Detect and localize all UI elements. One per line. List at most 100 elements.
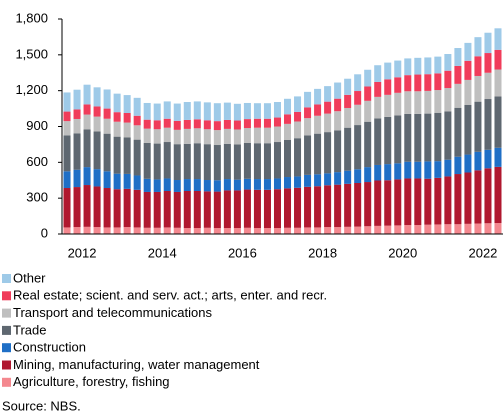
bar-segment [344, 183, 352, 227]
legend-label: Trade [13, 322, 46, 337]
bar-segment [454, 48, 462, 66]
bar-segment [424, 74, 432, 91]
bar-segment [334, 227, 342, 234]
bar-segment [163, 118, 171, 128]
bar-segment [223, 119, 231, 129]
bar-segment [284, 123, 292, 140]
bar-segment [73, 187, 81, 228]
bar-segment [294, 227, 302, 234]
bar-segment [304, 118, 312, 136]
bar-segment [213, 180, 221, 192]
bar-segment [223, 128, 231, 144]
bar-segment [344, 127, 352, 171]
bar-segment [404, 161, 412, 179]
bar-segment [143, 227, 151, 234]
y-tick-label: 1,800 [15, 10, 48, 25]
bar-segment [304, 174, 312, 187]
bar-segment [223, 190, 231, 229]
bar-segment [133, 189, 141, 228]
bar-segment [464, 42, 472, 61]
bar-segment [444, 88, 452, 112]
bar-segment [364, 167, 372, 183]
bar-segment [113, 121, 121, 137]
bar-segment [93, 169, 101, 187]
bar-segment [163, 178, 171, 191]
bar-segment [153, 191, 161, 228]
bar-segment [133, 175, 141, 190]
bar-segment [83, 226, 91, 234]
bar-segment [113, 136, 121, 174]
bar-segment [444, 176, 452, 225]
bar-segment [193, 101, 201, 120]
bar-segment [494, 96, 502, 148]
bar-segment [434, 73, 442, 91]
bar-segment [284, 177, 292, 189]
bar-segment [474, 101, 482, 152]
legend-swatch [2, 343, 11, 353]
bar-segment [414, 91, 422, 114]
bar-segment [243, 128, 251, 143]
bar-segment [374, 180, 382, 226]
bar-segment [93, 87, 101, 107]
bar-segment [384, 79, 392, 95]
bar-segment [374, 225, 382, 234]
bar-segment [324, 185, 332, 228]
bar-segment [304, 186, 312, 228]
bar-segment [103, 227, 111, 234]
bar-segment [103, 188, 111, 228]
bar-segment [173, 103, 181, 121]
bar-segment [394, 163, 402, 180]
bar-segment [273, 142, 281, 179]
bar-segment [474, 56, 482, 76]
bar-segment [414, 225, 422, 234]
bar-segment [314, 186, 322, 228]
bar-segment [153, 129, 161, 144]
bar-segment [334, 82, 342, 99]
bar-segment [123, 122, 131, 138]
bar-segment [344, 226, 352, 234]
bar-segment [284, 139, 292, 178]
bar-segment [444, 159, 452, 177]
bar-segment [424, 90, 432, 114]
bar-segment [163, 227, 171, 234]
bar-segment [304, 227, 312, 234]
bar-segment [334, 111, 342, 131]
bar-segment [304, 135, 312, 175]
legend-swatch [2, 291, 11, 301]
bar-segment [474, 37, 482, 57]
bar-segment [213, 121, 221, 131]
bar-segment [454, 156, 462, 175]
bar-segment [183, 102, 191, 120]
bar-segment [263, 179, 271, 190]
bar-segment [243, 178, 251, 190]
bar-segment [464, 172, 472, 224]
bar-segment [444, 224, 452, 234]
bar-segment [63, 171, 71, 189]
bar-segment [424, 178, 432, 225]
bar-segment [464, 105, 472, 155]
bar-segment [193, 119, 201, 129]
bar-segment [193, 179, 201, 191]
x-tick-label: 2016 [228, 245, 257, 260]
bar-segment [314, 133, 322, 175]
bar-segment [233, 144, 241, 180]
bar-segment [464, 154, 472, 173]
bar-segment [273, 117, 281, 127]
bar-segment [163, 191, 171, 228]
bar-segment [173, 227, 181, 234]
bar-segment [464, 60, 472, 80]
legend-label: Transport and telecommunications [13, 305, 212, 320]
bar-segment [464, 79, 472, 105]
bar-segment [103, 171, 111, 189]
bar-segment [93, 131, 101, 170]
bar-segment [63, 92, 71, 112]
bar-segment [454, 65, 462, 84]
bar-segment [414, 178, 422, 226]
bar-segment [243, 119, 251, 129]
bar-segment [223, 179, 231, 191]
bar-segment [263, 118, 271, 128]
bar-segment [63, 135, 71, 172]
bar-segment [464, 223, 472, 234]
bar-segment [153, 227, 161, 234]
bar-segment [133, 139, 141, 176]
